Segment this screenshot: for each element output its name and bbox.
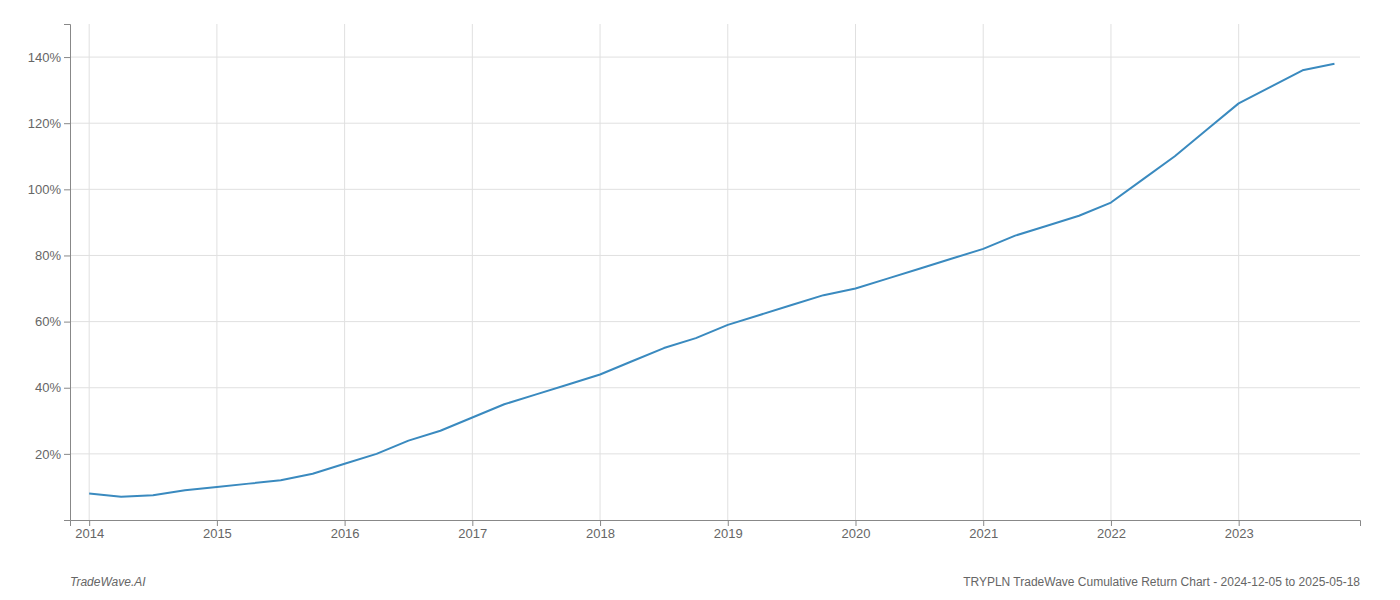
x-tick-mark — [1239, 520, 1240, 526]
x-tick: 2023 — [1225, 520, 1254, 541]
x-tick-label: 2017 — [458, 526, 487, 541]
x-tick: 2022 — [1097, 520, 1126, 541]
y-tick-mark — [64, 322, 70, 323]
grid-line-x — [1110, 24, 1111, 520]
grid-line-x — [855, 24, 856, 520]
grid-line-y — [70, 123, 1360, 124]
x-tick-mark — [983, 520, 984, 526]
y-tick-mark — [64, 454, 70, 455]
x-tick: 2016 — [331, 520, 360, 541]
marks — [89, 64, 1334, 497]
x-tick-label: 2023 — [1225, 526, 1254, 541]
y-axis: 20% 40% 60% 80% 100% 120% 140% — [28, 25, 71, 521]
grid-line-x — [600, 24, 601, 520]
grid — [70, 24, 1360, 520]
x-tick-mark — [472, 520, 473, 526]
grid-line-y — [70, 387, 1360, 388]
y-tick-label: 140% — [28, 50, 62, 65]
x-tick: 2021 — [969, 520, 998, 541]
grid-line-x — [216, 24, 217, 520]
line — [89, 64, 1334, 497]
x-tick: 2017 — [458, 520, 487, 541]
y-tick-label: 100% — [28, 182, 62, 197]
y-tick: 100% — [28, 182, 70, 197]
y-tick-label: 20% — [35, 447, 61, 462]
grid-line-x — [472, 24, 473, 520]
x-tick-label: 2021 — [969, 526, 998, 541]
x-tick: 2020 — [842, 520, 871, 541]
chart: 2014 2015 2016 2017 2018 2019 2020 2021 2022 2023… — [0, 0, 1400, 600]
footer-right: TRYPLN TradeWave Cumulative Return Chart… — [963, 575, 1360, 589]
x-tick: 2019 — [714, 520, 743, 541]
x-tick: 2018 — [586, 520, 615, 541]
y-tick: 40% — [35, 380, 70, 395]
footer-left: TradeWave.AI — [70, 575, 146, 589]
y-tick-mark — [64, 123, 70, 124]
x-tick-label: 2014 — [75, 526, 104, 541]
x-tick-mark — [600, 520, 601, 526]
y-tick-mark — [64, 388, 70, 389]
x-tick-mark — [345, 520, 346, 526]
y-tick-mark — [64, 189, 70, 190]
y-tick-label: 40% — [35, 380, 61, 395]
x-tick-mark — [855, 520, 856, 526]
y-tick: 120% — [28, 116, 70, 131]
y-tick-label: 80% — [35, 248, 61, 263]
x-tick-label: 2018 — [586, 526, 615, 541]
y-tick-label: 120% — [28, 116, 62, 131]
grid-line-x — [89, 24, 90, 520]
x-tick: 2015 — [203, 520, 232, 541]
grid-line-x — [344, 24, 345, 520]
x-tick-mark — [1111, 520, 1112, 526]
x-tick-label: 2022 — [1097, 526, 1126, 541]
y-tick: 80% — [35, 248, 70, 263]
x-axis-line — [71, 521, 1361, 527]
x-tick-mark — [217, 520, 218, 526]
x-tick-label: 2015 — [203, 526, 232, 541]
y-tick-label: 60% — [35, 314, 61, 329]
grid-line-y — [70, 321, 1360, 322]
y-tick-mark — [64, 255, 70, 256]
grid-line-y — [70, 189, 1360, 190]
y-tick: 60% — [35, 314, 70, 329]
grid-line-x — [727, 24, 728, 520]
x-axis: 2014 2015 2016 2017 2018 2019 2020 2021 2022 2023 — [71, 520, 1361, 541]
grid-line-y — [70, 57, 1360, 58]
grid-line-y — [70, 255, 1360, 256]
y-tick: 20% — [35, 447, 70, 462]
x-tick-label: 2020 — [842, 526, 871, 541]
y-tick-mark — [64, 57, 70, 58]
x-tick-label: 2019 — [714, 526, 743, 541]
grid-line-y — [70, 453, 1360, 454]
plot: 2014 2015 2016 2017 2018 2019 2020 2021 2022 2023… — [28, 24, 1361, 541]
x-tick-mark — [89, 520, 90, 526]
grid-line-x — [1238, 24, 1239, 520]
y-tick: 140% — [28, 50, 70, 65]
x-tick: 2014 — [75, 520, 104, 541]
x-tick-label: 2016 — [331, 526, 360, 541]
grid-line-x — [983, 24, 984, 520]
x-tick-mark — [728, 520, 729, 526]
y-axis-line — [64, 25, 71, 521]
